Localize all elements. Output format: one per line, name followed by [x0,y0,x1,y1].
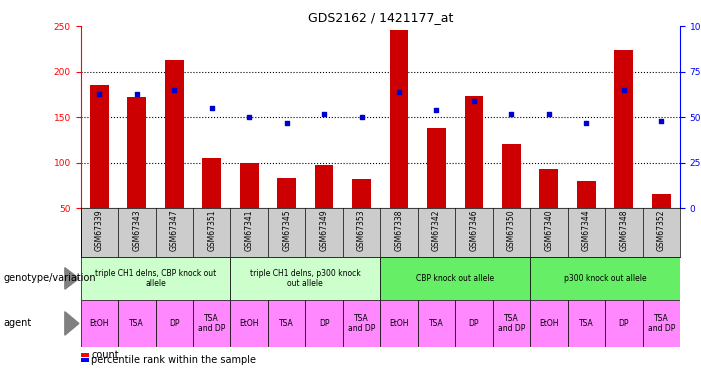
Bar [577,181,596,208]
Bar [118,300,156,347]
Text: GSM67345: GSM67345 [282,210,291,251]
Point [618,87,629,93]
Text: percentile rank within the sample: percentile rank within the sample [91,355,256,365]
Point [393,89,404,95]
Text: agent: agent [4,318,32,328]
Point [543,111,554,117]
Bar [90,86,109,208]
Text: count: count [91,350,118,360]
Bar [203,158,221,208]
Bar [81,300,118,347]
Text: GSM67351: GSM67351 [207,210,216,251]
Text: GSM67352: GSM67352 [657,210,666,251]
Text: TSA: TSA [279,319,294,328]
Point [580,120,592,126]
Point [318,111,329,117]
Text: TSA
and DP: TSA and DP [648,314,675,333]
Bar [652,195,671,208]
Bar [306,300,343,347]
Text: DP: DP [618,319,629,328]
Text: GSM67341: GSM67341 [245,210,254,251]
Bar [193,300,231,347]
Text: DP: DP [319,319,329,328]
Text: TSA
and DP: TSA and DP [198,314,226,333]
Text: genotype/variation: genotype/variation [4,273,96,284]
Bar [493,300,530,347]
Text: EtOH: EtOH [240,319,259,328]
Text: TSA: TSA [130,319,144,328]
Bar [614,50,633,208]
Text: GSM67348: GSM67348 [619,210,628,251]
Point [94,90,105,96]
Bar [530,300,568,347]
Bar [427,128,446,208]
Text: GSM67349: GSM67349 [320,210,329,251]
Bar [231,257,381,300]
Text: triple CH1 delns, CBP knock out
allele: triple CH1 delns, CBP knock out allele [95,269,216,288]
Point [431,107,442,113]
Text: GSM67344: GSM67344 [582,210,591,251]
Text: EtOH: EtOH [389,319,409,328]
Bar [278,178,296,208]
Text: GSM67339: GSM67339 [95,210,104,251]
Text: GSM67342: GSM67342 [432,210,441,251]
Point [243,114,254,120]
Text: GSM67340: GSM67340 [545,210,553,251]
Text: TSA
and DP: TSA and DP [348,314,375,333]
Point [506,111,517,117]
Bar [455,300,493,347]
Point [281,120,292,126]
Text: CBP knock out allele: CBP knock out allele [416,274,494,283]
Text: TSA: TSA [429,319,444,328]
Point [169,87,180,93]
Point [206,105,217,111]
Text: DP: DP [169,319,179,328]
Bar [568,300,605,347]
Bar [390,30,409,208]
Bar [343,300,381,347]
Text: GSM67350: GSM67350 [507,210,516,251]
Bar [165,60,184,208]
Bar [240,163,259,208]
Title: GDS2162 / 1421177_at: GDS2162 / 1421177_at [308,11,453,24]
Bar [530,257,680,300]
Text: triple CH1 delns, p300 knock
out allele: triple CH1 delns, p300 knock out allele [250,269,361,288]
Bar [315,165,334,208]
Text: GSM67347: GSM67347 [170,210,179,251]
Bar [381,300,418,347]
Bar [418,300,455,347]
Point [655,118,667,124]
Bar [540,169,558,208]
Point [468,98,479,104]
Text: TSA
and DP: TSA and DP [498,314,525,333]
Text: DP: DP [469,319,479,328]
Text: GSM67343: GSM67343 [132,210,142,251]
Polygon shape [64,268,79,289]
Text: TSA: TSA [579,319,594,328]
Bar [156,300,193,347]
Bar [268,300,306,347]
Bar [352,179,371,208]
Bar [605,300,643,347]
Text: GSM67353: GSM67353 [357,210,366,251]
Text: GSM67338: GSM67338 [395,210,404,251]
Bar [81,257,231,300]
Text: GSM67346: GSM67346 [470,210,479,251]
Bar [502,144,521,208]
Bar [643,300,680,347]
Bar [465,96,483,208]
Bar [128,97,147,208]
Point [356,114,367,120]
Bar [381,257,530,300]
Point [131,90,142,96]
Bar [231,300,268,347]
Text: EtOH: EtOH [539,319,559,328]
Polygon shape [64,312,79,335]
Text: EtOH: EtOH [90,319,109,328]
Text: p300 knock out allele: p300 knock out allele [564,274,646,283]
